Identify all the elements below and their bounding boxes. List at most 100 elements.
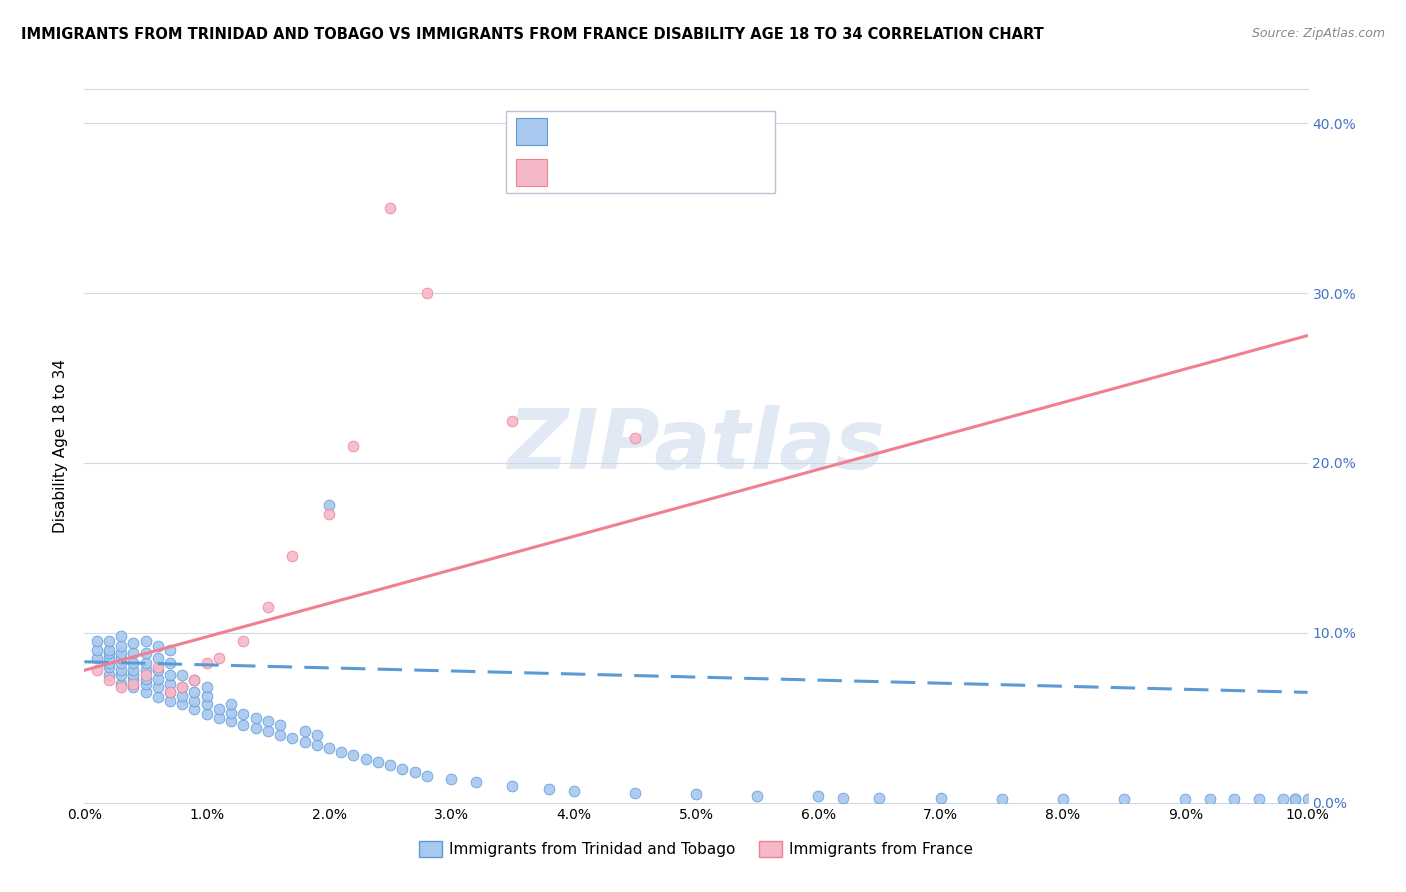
Point <box>122 663 145 677</box>
Y-axis label: Disability Age 18 to 34: Disability Age 18 to 34 <box>53 359 69 533</box>
Point <box>146 690 169 705</box>
Point <box>110 640 132 654</box>
Point <box>245 711 267 725</box>
Point <box>562 784 585 798</box>
Point <box>380 201 402 215</box>
Point <box>97 651 120 665</box>
Point <box>146 651 169 665</box>
Point <box>183 673 205 688</box>
Point <box>159 643 181 657</box>
Point <box>97 673 120 688</box>
Point <box>269 717 291 731</box>
Text: R = -0.162: R = -0.162 <box>557 124 638 138</box>
Point <box>294 724 316 739</box>
Point <box>281 549 304 564</box>
Point <box>110 677 132 691</box>
Point <box>195 657 218 671</box>
Point <box>195 689 218 703</box>
Point <box>97 646 120 660</box>
Point <box>294 734 316 748</box>
Text: ZIPatlas: ZIPatlas <box>508 406 884 486</box>
Point <box>146 680 169 694</box>
Point <box>159 657 181 671</box>
Text: N = 107: N = 107 <box>675 124 738 138</box>
Point <box>208 702 231 716</box>
Point <box>110 663 132 677</box>
Text: R =  0.508: R = 0.508 <box>557 165 638 179</box>
Point <box>318 507 340 521</box>
Point <box>135 685 157 699</box>
Point <box>929 790 952 805</box>
Point <box>159 677 181 691</box>
Point <box>342 439 364 453</box>
Legend: Immigrants from Trinidad and Tobago, Immigrants from France: Immigrants from Trinidad and Tobago, Imm… <box>412 835 980 863</box>
Point <box>122 668 145 682</box>
Point <box>122 677 145 691</box>
Point <box>416 286 439 301</box>
Point <box>159 685 181 699</box>
Point <box>172 680 194 694</box>
Point <box>172 680 194 694</box>
Point <box>97 660 120 674</box>
Point <box>367 755 389 769</box>
Point <box>219 714 242 729</box>
Point <box>97 643 120 657</box>
Point <box>172 689 194 703</box>
Point <box>110 668 132 682</box>
Point <box>318 741 340 756</box>
Point <box>416 769 439 783</box>
Point <box>1296 792 1319 806</box>
Point <box>159 685 181 699</box>
Point <box>122 657 145 671</box>
Point <box>195 698 218 712</box>
Point <box>159 668 181 682</box>
Point <box>404 765 426 780</box>
Point <box>232 707 254 722</box>
Point <box>86 634 108 648</box>
Point <box>172 668 194 682</box>
Point <box>464 775 486 789</box>
Text: Source: ZipAtlas.com: Source: ZipAtlas.com <box>1251 27 1385 40</box>
Point <box>318 499 340 513</box>
Point <box>146 660 169 674</box>
Point <box>110 680 132 694</box>
Point <box>86 643 108 657</box>
Point <box>869 790 891 805</box>
Point <box>208 711 231 725</box>
Point <box>86 663 108 677</box>
Point <box>195 707 218 722</box>
Point <box>538 782 561 797</box>
Point <box>685 787 707 801</box>
Point <box>440 772 463 786</box>
Point <box>146 640 169 654</box>
Point <box>110 629 132 643</box>
Point <box>135 634 157 648</box>
Point <box>330 745 353 759</box>
Point <box>1052 792 1074 806</box>
Point <box>135 646 157 660</box>
Point <box>172 698 194 712</box>
Point <box>991 792 1014 806</box>
Point <box>342 748 364 763</box>
Point <box>219 698 242 712</box>
Point <box>195 680 218 694</box>
Point <box>122 636 145 650</box>
Point <box>1272 792 1295 806</box>
Point <box>97 634 120 648</box>
Point <box>1247 792 1270 806</box>
Point <box>122 646 145 660</box>
Point <box>135 657 157 671</box>
Point <box>305 728 328 742</box>
Point <box>146 663 169 677</box>
Point <box>232 717 254 731</box>
Point <box>257 724 280 739</box>
Point <box>502 779 524 793</box>
Point <box>624 430 647 444</box>
Point <box>380 758 402 772</box>
FancyBboxPatch shape <box>506 111 776 193</box>
Point <box>269 728 291 742</box>
Point <box>183 673 205 688</box>
Point <box>219 706 242 720</box>
Point <box>354 751 377 765</box>
Point <box>624 786 647 800</box>
